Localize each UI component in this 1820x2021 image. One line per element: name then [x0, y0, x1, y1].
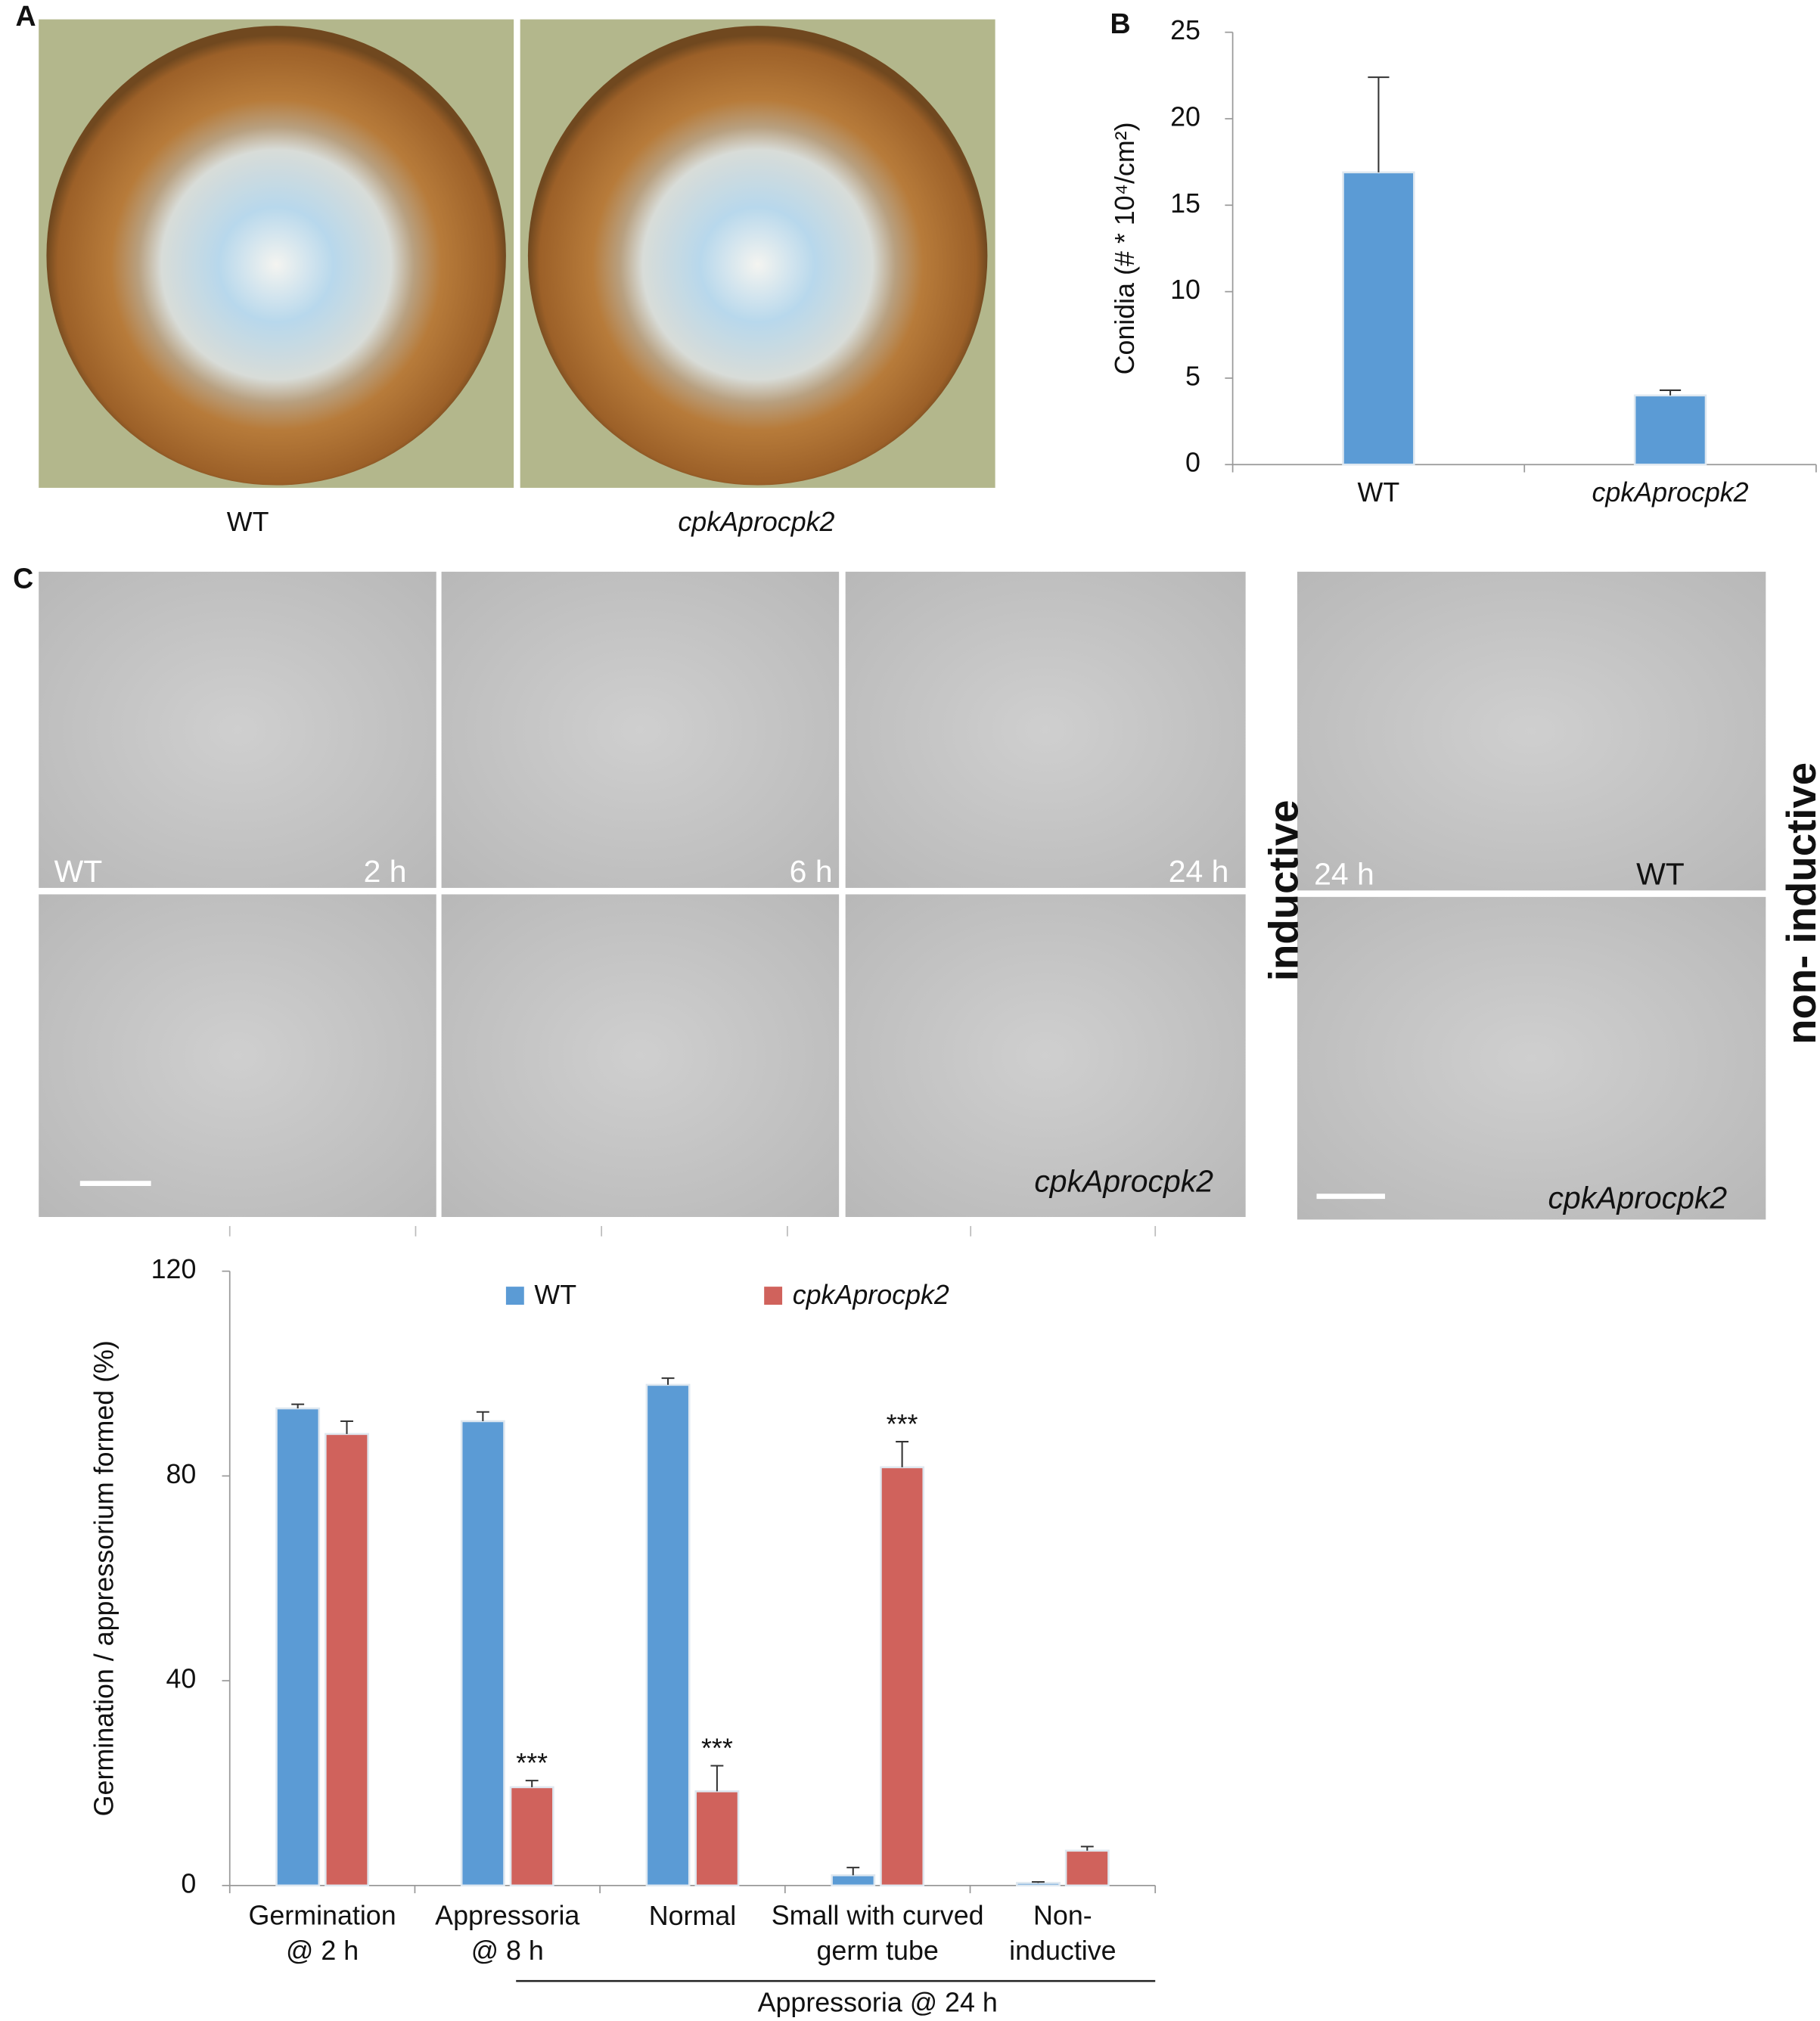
- y-tick-label: 10: [1170, 275, 1200, 305]
- x-tick-label: Non-inductive: [1009, 1901, 1116, 1967]
- bar: [880, 1466, 925, 1887]
- error-bar: [476, 1411, 489, 1421]
- micrograph: [1297, 571, 1766, 891]
- legend-swatch: [505, 1287, 524, 1305]
- micrograph: [1297, 896, 1766, 1220]
- y-tick-label: 0: [1185, 448, 1200, 478]
- y-tick-label: 80: [166, 1459, 197, 1489]
- bar: [1633, 394, 1707, 466]
- significance: ***: [887, 1409, 918, 1439]
- legend-swatch: [764, 1287, 783, 1305]
- y-tick-label: 0: [181, 1868, 196, 1898]
- micrograph-label: 2 h: [364, 854, 407, 889]
- panel-label: A: [15, 0, 36, 32]
- bar: [275, 1407, 321, 1887]
- error-bar: [896, 1441, 909, 1467]
- x-tick-label: WT: [1358, 477, 1400, 508]
- bar: [645, 1383, 691, 1887]
- micrograph: [441, 571, 840, 888]
- error-bar: [661, 1377, 675, 1385]
- condition-label: inductive: [1261, 799, 1307, 981]
- error-bar: [846, 1867, 860, 1876]
- x-tick-label: Normal: [649, 1901, 736, 1931]
- error-bar: [1368, 76, 1390, 172]
- error-bar: [291, 1403, 305, 1409]
- condition-label: non- inductive: [1778, 762, 1820, 1045]
- separator-ticks: [228, 1225, 1157, 1237]
- legend-label: cpkAprocpk2: [793, 1280, 949, 1310]
- error-bar: [1080, 1846, 1094, 1851]
- x-tick-label: Small with curved germ tube: [772, 1901, 984, 1967]
- micrograph-label: 24 h: [1314, 856, 1374, 891]
- plate: [46, 26, 506, 486]
- micrograph-label: 24 h: [1169, 854, 1229, 889]
- bar: [1016, 1882, 1061, 1887]
- panel-label: B: [1110, 8, 1130, 39]
- panel-label: C: [13, 563, 33, 595]
- x-tick-label: cpkAprocpk2: [1592, 477, 1748, 508]
- y-tick-label: 120: [151, 1254, 197, 1284]
- bar: [509, 1786, 554, 1887]
- micrograph: [39, 894, 436, 1218]
- micrograph-label: WT: [1636, 856, 1685, 891]
- y-axis-label: Germination / appressorium formed (%): [89, 1340, 119, 1816]
- micrograph-label: cpkAprocpk2: [1034, 1163, 1213, 1198]
- significance: ***: [701, 1733, 733, 1763]
- micrograph: [845, 894, 1246, 1218]
- bar: [1064, 1849, 1110, 1887]
- micrograph-label: WT: [54, 854, 103, 889]
- bar: [1342, 171, 1415, 466]
- plate: [527, 26, 988, 486]
- error-bar: [710, 1765, 724, 1792]
- micrograph: [441, 894, 840, 1218]
- micrograph: [39, 571, 436, 888]
- legend-label: WT: [534, 1280, 576, 1310]
- y-tick-label: 25: [1170, 15, 1200, 45]
- micrograph-label: cpkAprocpk2: [1548, 1181, 1727, 1215]
- bar: [831, 1874, 876, 1887]
- bar: [694, 1790, 740, 1887]
- bar: [325, 1433, 369, 1887]
- error-bar: [340, 1420, 353, 1434]
- error-bar: [1659, 389, 1682, 396]
- bar: [460, 1420, 505, 1887]
- y-tick-label: 20: [1170, 101, 1200, 132]
- plate-label: WT: [227, 507, 269, 537]
- micrograph-label: 6 h: [790, 854, 833, 889]
- x-tick-label: Germination @ 2 h: [249, 1901, 396, 1967]
- y-axis-label: Conidia (# * 10⁴/cm²): [1110, 122, 1140, 374]
- significance: ***: [516, 1748, 548, 1778]
- error-bar: [525, 1780, 539, 1787]
- y-tick-label: 15: [1170, 188, 1200, 219]
- x-tick-label: Appressoria @ 8 h: [435, 1901, 579, 1967]
- group-label: Appressoria @ 24 h: [758, 1987, 998, 2017]
- micrograph: [845, 571, 1246, 888]
- error-bar: [1031, 1881, 1045, 1883]
- micrograph-grid: [39, 571, 1766, 1220]
- y-tick-label: 5: [1185, 361, 1200, 391]
- y-tick-label: 40: [166, 1664, 197, 1694]
- plate-label: cpkAprocpk2: [678, 507, 834, 537]
